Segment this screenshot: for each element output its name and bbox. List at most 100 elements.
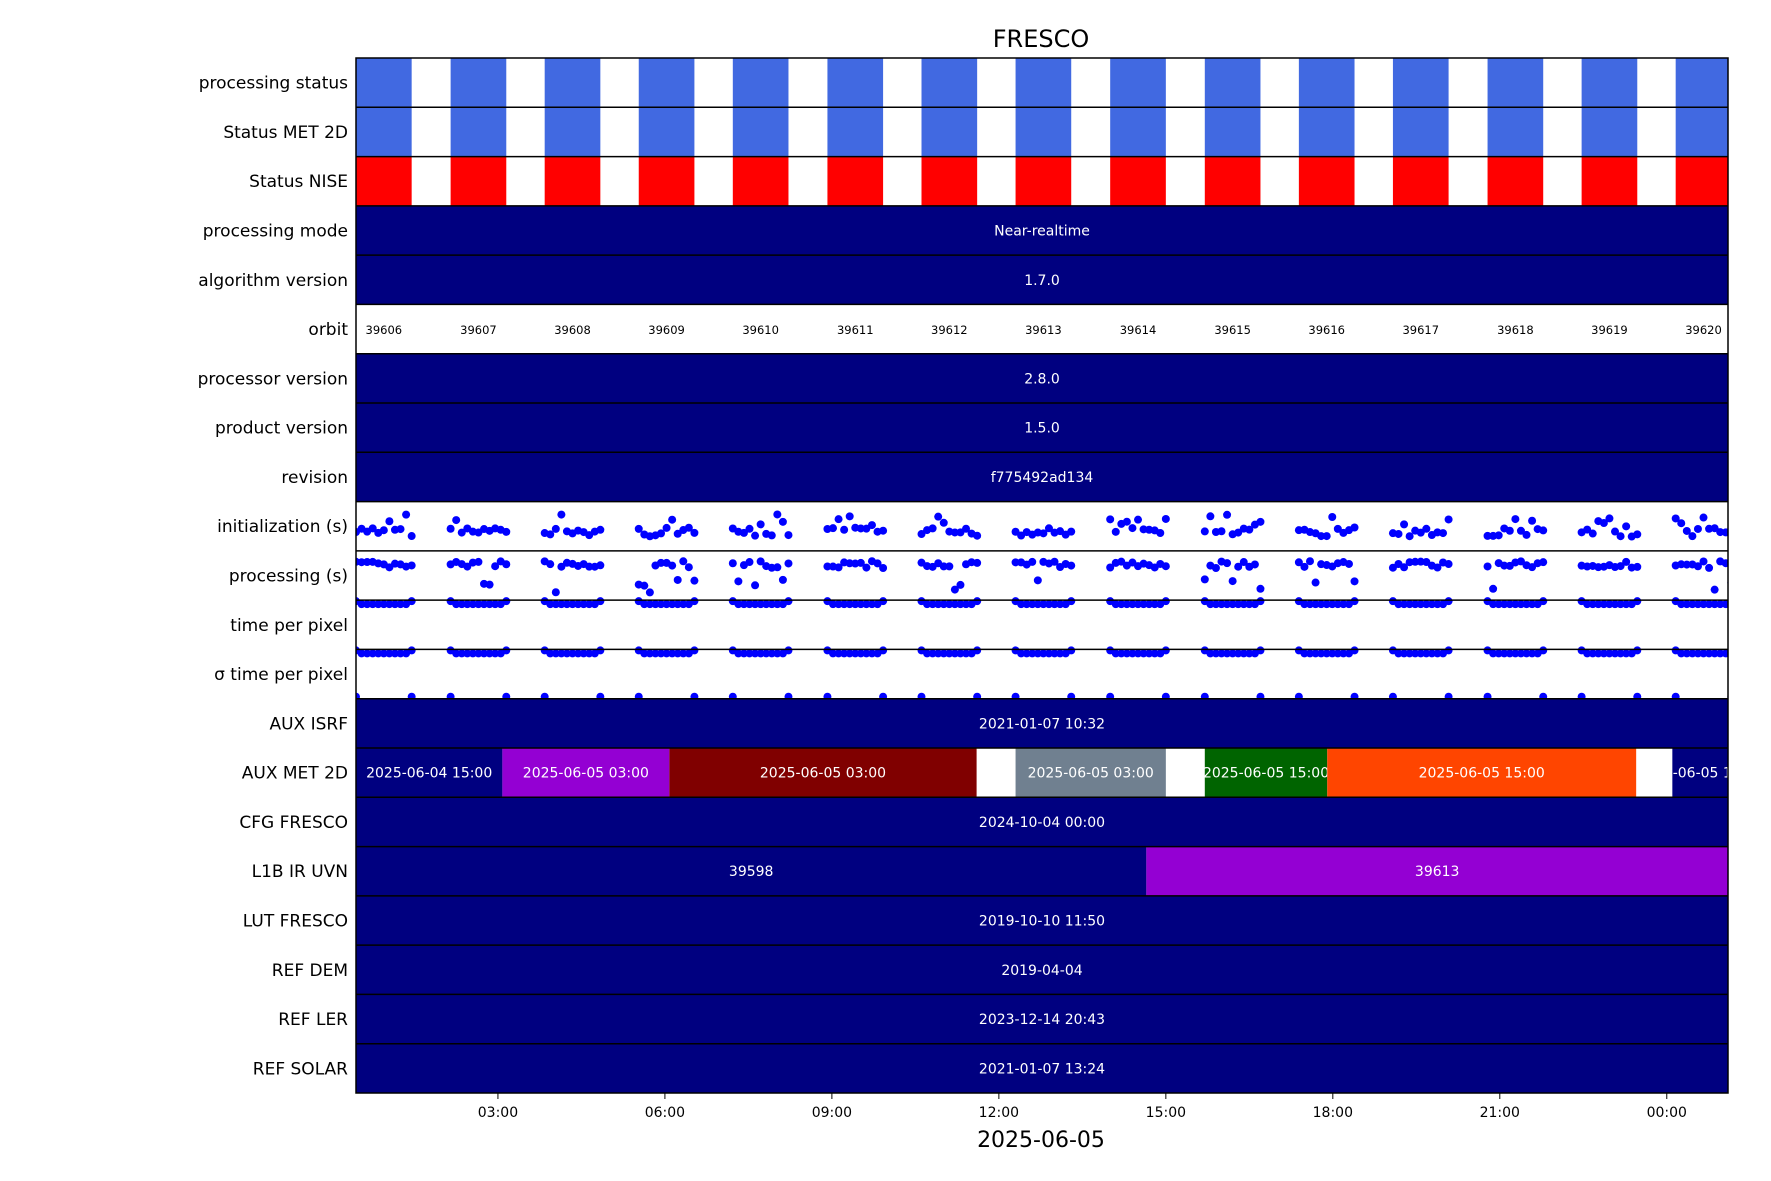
scatter-point: [1350, 523, 1359, 532]
orbit-number: 39616: [1308, 323, 1345, 337]
scatter-point: [823, 562, 832, 571]
scatter-point: [1028, 557, 1037, 566]
status-bar: [1581, 58, 1638, 108]
scatter-point: [491, 562, 500, 571]
scatter-point: [973, 531, 982, 540]
status-bar: [827, 58, 884, 108]
scatter-point: [1427, 649, 1436, 658]
scatter-point: [568, 600, 577, 609]
scatter-point: [1611, 649, 1620, 658]
scatter-point: [1622, 649, 1631, 658]
orbit-number: 39620: [1685, 323, 1722, 337]
scatter-point: [851, 649, 860, 658]
plot-frame: [355, 57, 1729, 1094]
scatter-point: [756, 557, 765, 566]
scatter-point: [468, 600, 477, 609]
scatter-point: [1433, 563, 1442, 572]
scatter-point: [1011, 558, 1020, 567]
timeline-bar: [669, 748, 977, 798]
scatter-point: [778, 517, 787, 526]
scatter-point: [363, 600, 372, 609]
scatter-point: [1134, 649, 1143, 658]
orbit-number: 39612: [931, 323, 968, 337]
scatter-point: [596, 561, 605, 570]
scatter-point: [1633, 646, 1642, 655]
scatter-point: [1511, 649, 1520, 658]
scatter-point: [773, 600, 782, 609]
scatter-point: [452, 516, 461, 525]
bar-label: 2023-12-14 20:43: [979, 1012, 1105, 1028]
plot-clip-group: Near-realtime 1.7.0 39606 39607 39608 39609 39…: [356, 58, 1728, 1093]
scatter-point: [1611, 527, 1620, 536]
scatter-point: [1145, 649, 1154, 658]
scatter-point: [962, 600, 971, 609]
scatter-point: [1505, 600, 1514, 609]
bar-label: 2021-01-07 10:32: [979, 716, 1105, 732]
scatter-point: [446, 524, 455, 533]
scatter-point: [1044, 649, 1053, 658]
scatter-point: [657, 600, 666, 609]
scatter-point: [1217, 527, 1226, 536]
scatter-point: [1339, 600, 1348, 609]
scatter-point: [1716, 649, 1725, 658]
scatter-point: [950, 585, 959, 594]
scatter-point: [690, 597, 699, 606]
scatter-point: [834, 563, 843, 572]
scatter-point: [502, 527, 511, 536]
scatter-point: [1256, 584, 1265, 593]
scatter-point: [1128, 524, 1137, 533]
scatter-point: [1721, 649, 1728, 658]
scatter-point: [1311, 578, 1320, 587]
bar-label: 1.7.0: [1024, 273, 1060, 289]
status-bar: [1675, 58, 1728, 108]
scatter-point: [939, 649, 948, 658]
status-bar: [921, 58, 978, 108]
scatter-point: [1439, 529, 1448, 538]
timeline-bar: [356, 698, 1728, 748]
scatter-point: [1405, 532, 1414, 541]
scatter-point: [923, 649, 932, 658]
scatter-point: [1245, 525, 1254, 534]
status-bar: [1110, 156, 1166, 206]
scatter-point: [1583, 525, 1592, 534]
scatter-point: [1223, 600, 1232, 609]
scatter-point: [379, 526, 388, 535]
row-label: AUX ISRF: [269, 714, 348, 734]
scatter-point: [1494, 600, 1503, 609]
status-bar: [921, 107, 978, 157]
scatter-point: [1111, 600, 1120, 609]
status-bar: [638, 107, 695, 157]
scatter-point: [1328, 600, 1337, 609]
scatter-point: [1693, 600, 1702, 609]
timeline-bar: [1327, 748, 1637, 798]
scatter-point: [1516, 649, 1525, 658]
scatter-point: [773, 649, 782, 658]
scatter-point: [1111, 649, 1120, 658]
row-label: algorithm version: [198, 271, 348, 291]
scatter-point: [1161, 514, 1170, 523]
scatter-point: [485, 600, 494, 609]
scatter-point: [1710, 585, 1719, 594]
scatter-point: [1317, 600, 1326, 609]
scatter-point: [662, 523, 671, 532]
scatter-point: [879, 564, 888, 572]
scatter-point: [668, 561, 677, 570]
scatter-point: [1505, 526, 1514, 535]
x-tick-label: 03:00: [478, 1105, 518, 1121]
chart-title: FRESCO: [993, 25, 1090, 53]
scatter-point: [1522, 530, 1531, 539]
scatter-point: [368, 524, 377, 533]
bar-label: 2025-06-05 03:00: [1028, 766, 1154, 782]
scatter-point: [1616, 649, 1625, 658]
scatter-point: [679, 600, 688, 609]
scatter-point: [945, 562, 954, 571]
scatter-point: [690, 528, 699, 537]
scatter-point: [1622, 557, 1631, 566]
scatter-point: [1322, 532, 1331, 541]
scatter-point: [1539, 526, 1548, 535]
scatter-point: [1317, 649, 1326, 658]
scatter-point: [751, 600, 760, 609]
scatter-point: [407, 646, 416, 655]
scatter-point: [1522, 649, 1531, 658]
scatter-point: [1633, 562, 1642, 571]
